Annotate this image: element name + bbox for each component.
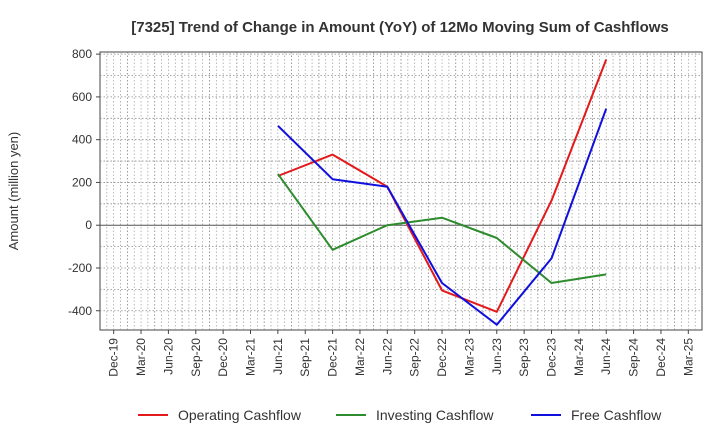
y-tick-label: 800 <box>72 47 92 61</box>
x-tick-label: Dec-19 <box>107 338 121 377</box>
x-tick-label: Mar-25 <box>681 338 695 376</box>
x-tick-label: Mar-23 <box>462 338 476 376</box>
legend-label-free-cashflow: Free Cashflow <box>571 407 662 423</box>
x-tick-label: Jun-21 <box>271 338 285 375</box>
legend-label-operating-cashflow: Operating Cashflow <box>178 407 302 423</box>
series-line-investing-cashflow <box>277 173 607 284</box>
x-tick-label: Jun-22 <box>380 338 394 375</box>
x-tick-label: Sep-24 <box>627 338 641 377</box>
x-tick-label: Dec-21 <box>326 338 340 377</box>
plot-area: -400 -200 0 200 400 600 800 Dec-19 Mar-20 Jun-20 S… <box>68 47 703 377</box>
x-tick-label: Mar-24 <box>572 338 586 376</box>
y-tick-label: -200 <box>68 261 92 275</box>
x-tick-label: Sep-22 <box>408 338 422 377</box>
legend: Operating Cashflow Investing Cashflow Free… <box>138 407 662 423</box>
x-tick-label: Jun-23 <box>490 338 504 375</box>
x-tick-label: Jun-24 <box>599 338 613 375</box>
x-tick-label: Dec-24 <box>654 338 668 377</box>
x-tick-label: Mar-20 <box>134 338 148 376</box>
x-tick-label: Sep-20 <box>189 338 203 377</box>
series-line-operating-cashflow <box>277 59 608 313</box>
y-tick-label: 400 <box>72 133 92 147</box>
x-tick-label: Dec-20 <box>216 338 230 377</box>
series-line-free-cashflow <box>277 108 608 326</box>
x-tick-label: Jun-20 <box>161 338 175 375</box>
x-tick-label: Mar-21 <box>244 338 258 376</box>
y-tick-label: 600 <box>72 90 92 104</box>
legend-label-investing-cashflow: Investing Cashflow <box>376 407 494 423</box>
x-tick-label: Dec-23 <box>545 338 559 377</box>
chart-title: [7325] Trend of Change in Amount (YoY) o… <box>131 19 669 36</box>
y-tick-label: 200 <box>72 175 92 189</box>
y-tick-label: 0 <box>85 218 92 232</box>
y-tick-label: -400 <box>68 304 92 318</box>
x-tick-label: Dec-22 <box>435 338 449 377</box>
x-tick-label: Sep-21 <box>298 338 312 377</box>
y-axis-label: Amount (million yen) <box>6 132 21 251</box>
x-tick-label: Mar-22 <box>353 338 367 376</box>
x-tick-label: Sep-23 <box>517 338 531 377</box>
plot-frame <box>99 51 703 331</box>
